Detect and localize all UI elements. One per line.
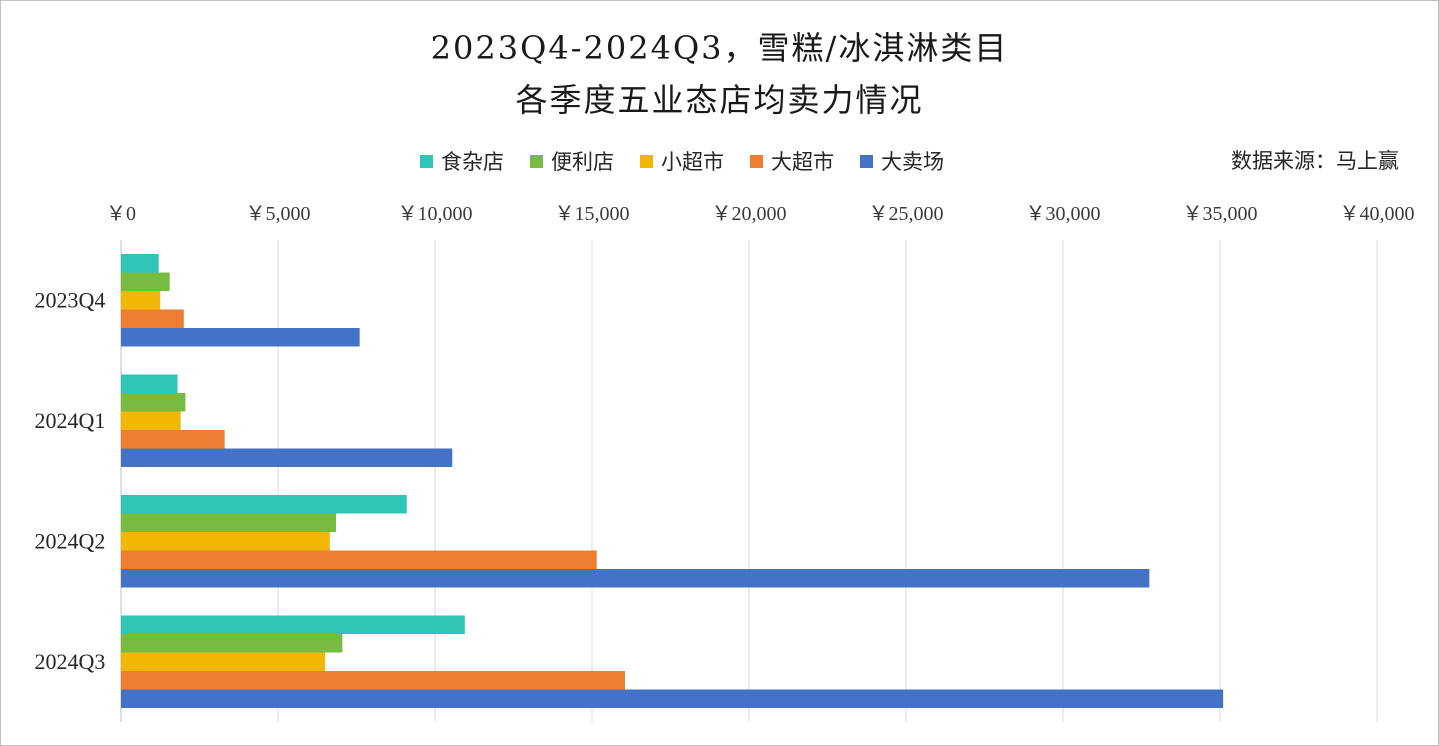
legend-item-0: 食杂店 (420, 146, 504, 176)
x-tick-label-5: ￥25,000 (869, 203, 944, 225)
x-tick-label-0: ￥0 (106, 203, 136, 225)
x-tick-label-2: ￥10,000 (398, 203, 473, 225)
category-label-0: 2023Q4 (35, 287, 106, 312)
chart-title-line-1: 2023Q4-2024Q3，雪糕/冰淇淋类目 (430, 29, 1009, 67)
category-label-2: 2024Q2 (35, 528, 106, 553)
bar-2024Q2-大超市 (121, 550, 597, 569)
bar-2024Q3-大卖场 (121, 689, 1224, 708)
chart-title-line-2: 各季度五业态店均卖力情况 (515, 81, 924, 119)
bar-2024Q2-便利店 (121, 513, 337, 532)
bar-2024Q1-大卖场 (121, 448, 453, 467)
legend-label-0: 食杂店 (441, 150, 504, 174)
legend-swatch-3 (750, 154, 763, 168)
data-source-note: 数据来源：马上赢 (1231, 149, 1399, 173)
bar-2023Q4-小超市 (121, 291, 161, 310)
legend-swatch-2 (640, 154, 653, 168)
bar-2023Q4-食杂店 (121, 254, 159, 273)
legend-label-2: 小超市 (661, 150, 724, 174)
legend-item-1: 便利店 (530, 146, 614, 176)
legend-item-4: 大卖场 (860, 146, 944, 176)
bar-2024Q2-食杂店 (121, 495, 407, 514)
legend-swatch-1 (530, 154, 543, 168)
bar-2024Q1-食杂店 (121, 374, 178, 393)
legend-item-2: 小超市 (640, 146, 724, 176)
bar-2024Q3-大超市 (121, 671, 625, 690)
x-tick-label-6: ￥30,000 (1026, 203, 1101, 225)
bar-2024Q3-食杂店 (121, 615, 465, 634)
x-tick-label-3: ￥15,000 (555, 203, 630, 225)
legend: 食杂店 便利店 小超市 大超市 大卖场 (420, 146, 970, 176)
category-label-1: 2024Q1 (35, 408, 106, 433)
category-label-3: 2024Q3 (35, 649, 106, 674)
legend-label-1: 便利店 (551, 150, 614, 174)
x-tick-label-4: ￥20,000 (712, 203, 787, 225)
chart-title: 2023Q4-2024Q3，雪糕/冰淇淋类目 各季度五业态店均卖力情况 (0, 22, 1439, 126)
x-tick-label-1: ￥5,000 (246, 203, 311, 225)
bar-2024Q3-便利店 (121, 634, 343, 653)
bar-2023Q4-大超市 (121, 309, 184, 328)
bar-2023Q4-便利店 (121, 272, 170, 291)
bar-2024Q2-大卖场 (121, 569, 1150, 588)
legend-swatch-4 (860, 154, 873, 168)
bar-2024Q2-小超市 (121, 532, 330, 551)
bar-2024Q3-小超市 (121, 652, 326, 671)
x-tick-label-7: ￥35,000 (1183, 203, 1258, 225)
bar-2024Q1-小超市 (121, 411, 181, 430)
x-tick-label-8: ￥40,000 (1340, 203, 1415, 225)
legend-swatch-0 (420, 154, 433, 168)
legend-label-3: 大超市 (771, 150, 834, 174)
bar-2024Q1-便利店 (121, 393, 186, 412)
legend-item-3: 大超市 (750, 146, 834, 176)
bar-2024Q1-大超市 (121, 430, 225, 449)
legend-label-4: 大卖场 (881, 150, 944, 174)
bar-2023Q4-大卖场 (121, 328, 360, 347)
